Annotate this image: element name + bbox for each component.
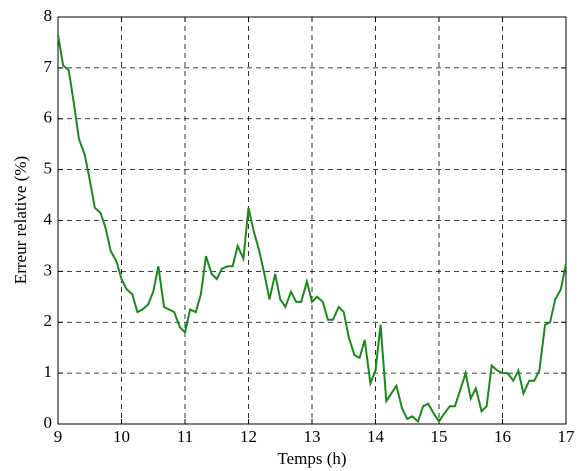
y-tick-label: 3 — [44, 260, 53, 279]
x-tick-label: 15 — [431, 427, 448, 446]
y-axis-label: Erreur relative (%) — [11, 156, 30, 284]
plot-frame — [57, 16, 567, 425]
x-tick-label: 14 — [367, 427, 385, 446]
x-tick-label: 10 — [113, 427, 130, 446]
data-line — [57, 34, 567, 424]
x-tick-label: 12 — [240, 427, 257, 446]
y-tick-label: 1 — [44, 362, 53, 381]
y-tick-label: 4 — [44, 209, 53, 228]
y-tick-label: 5 — [44, 159, 53, 178]
x-axis-label: Temps (h) — [277, 449, 346, 468]
y-tick-label: 2 — [44, 311, 53, 330]
x-tick-label: 13 — [304, 427, 321, 446]
x-tick-label: 11 — [177, 427, 193, 446]
y-tick-label: 8 — [44, 6, 53, 25]
x-tick-label: 16 — [494, 427, 511, 446]
y-tick-label: 6 — [44, 108, 53, 127]
y-tick-label: 7 — [44, 57, 53, 76]
y-tick-label: 0 — [44, 413, 53, 432]
x-tick-label: 9 — [54, 427, 63, 446]
x-tick-label: 17 — [558, 427, 576, 446]
